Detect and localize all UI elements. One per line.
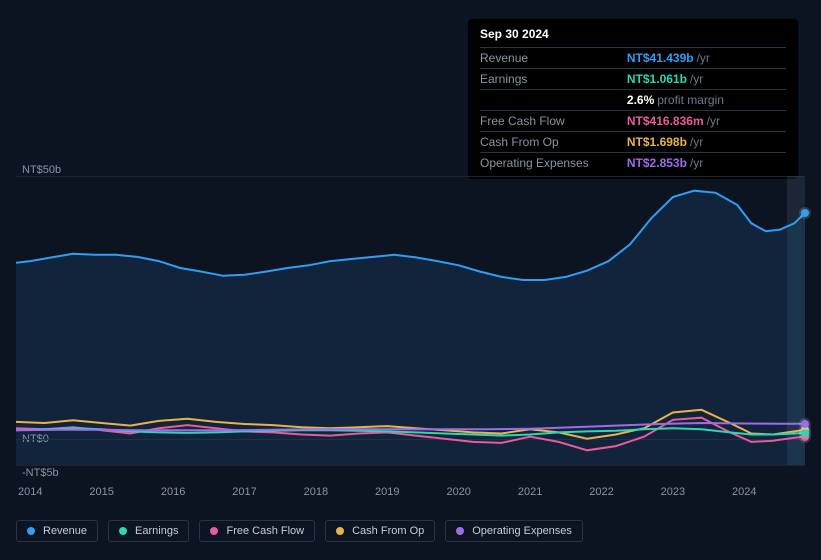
x-axis-label: 2020 [446, 486, 470, 498]
legend-dot-icon [456, 527, 464, 535]
x-axis-label: 2023 [661, 486, 685, 498]
legend-item-label: Earnings [135, 525, 178, 537]
legend-dot-icon [119, 527, 127, 535]
legend-item-operating-expenses[interactable]: Operating Expenses [445, 520, 583, 542]
x-axis-label: 2016 [161, 486, 185, 498]
legend-item-free-cash-flow[interactable]: Free Cash Flow [199, 520, 315, 542]
x-axis-label: 2024 [732, 486, 756, 498]
chart-legend: Revenue Earnings Free Cash Flow Cash From O… [16, 520, 583, 542]
legend-dot-icon [210, 527, 218, 535]
x-axis-label: 2014 [18, 486, 42, 498]
x-axis-label: 2018 [304, 486, 328, 498]
x-axis-label: 2022 [589, 486, 613, 498]
legend-item-label: Cash From Op [352, 525, 424, 537]
x-axis-label: 2019 [375, 486, 399, 498]
financials-line-chart [0, 0, 821, 560]
x-axis-label: 2015 [89, 486, 113, 498]
x-axis-label: 2021 [518, 486, 542, 498]
legend-item-label: Free Cash Flow [226, 525, 304, 537]
series-end-dot [801, 420, 809, 428]
legend-item-cash-from-op[interactable]: Cash From Op [325, 520, 435, 542]
legend-item-earnings[interactable]: Earnings [108, 520, 189, 542]
legend-item-label: Revenue [43, 525, 87, 537]
legend-dot-icon [336, 527, 344, 535]
series-end-dot [801, 429, 809, 437]
x-axis-label: 2017 [232, 486, 256, 498]
legend-item-label: Operating Expenses [472, 525, 572, 537]
legend-dot-icon [27, 527, 35, 535]
series-end-dot [801, 209, 809, 217]
legend-item-revenue[interactable]: Revenue [16, 520, 98, 542]
